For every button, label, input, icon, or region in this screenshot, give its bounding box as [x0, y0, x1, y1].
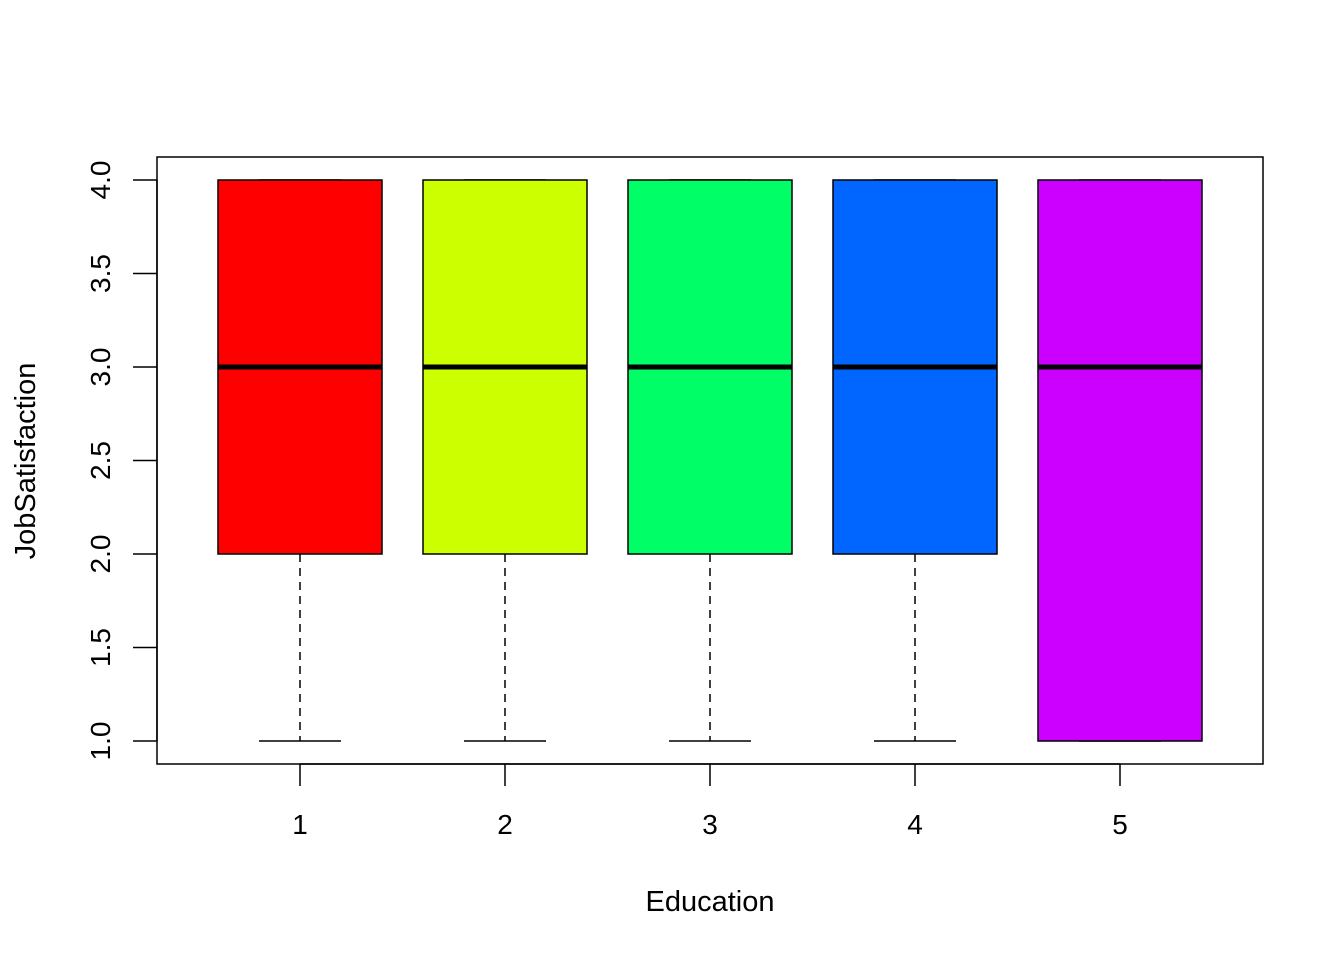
x-tick-label: 2 [497, 809, 513, 840]
box-2 [422, 179, 588, 742]
y-tick-label: 2.5 [85, 441, 116, 480]
y-tick-label: 2.0 [85, 535, 116, 574]
y-tick-label: 3.0 [85, 348, 116, 387]
x-axis-title: Education [646, 886, 775, 918]
box-iqr [1037, 179, 1203, 742]
box-3 [627, 179, 793, 742]
y-axis-title: JobSatisfaction [10, 363, 42, 560]
x-tick-label: 3 [702, 809, 718, 840]
x-tick-label: 4 [907, 809, 923, 840]
y-tick-label: 4.0 [85, 161, 116, 200]
box-5 [1037, 179, 1203, 742]
y-axis: 1.0 1.5 2.0 2.5 3.0 3.5 4.0 [85, 161, 158, 761]
box-4 [832, 179, 998, 742]
y-tick-label: 3.5 [85, 254, 116, 293]
y-tick-label: 1.5 [85, 628, 116, 667]
y-tick-label: 1.0 [85, 722, 116, 761]
x-tick-label: 1 [292, 809, 308, 840]
box-1 [217, 179, 383, 742]
x-axis: 1 2 3 4 5 [292, 763, 1128, 840]
x-tick-label: 5 [1112, 809, 1128, 840]
